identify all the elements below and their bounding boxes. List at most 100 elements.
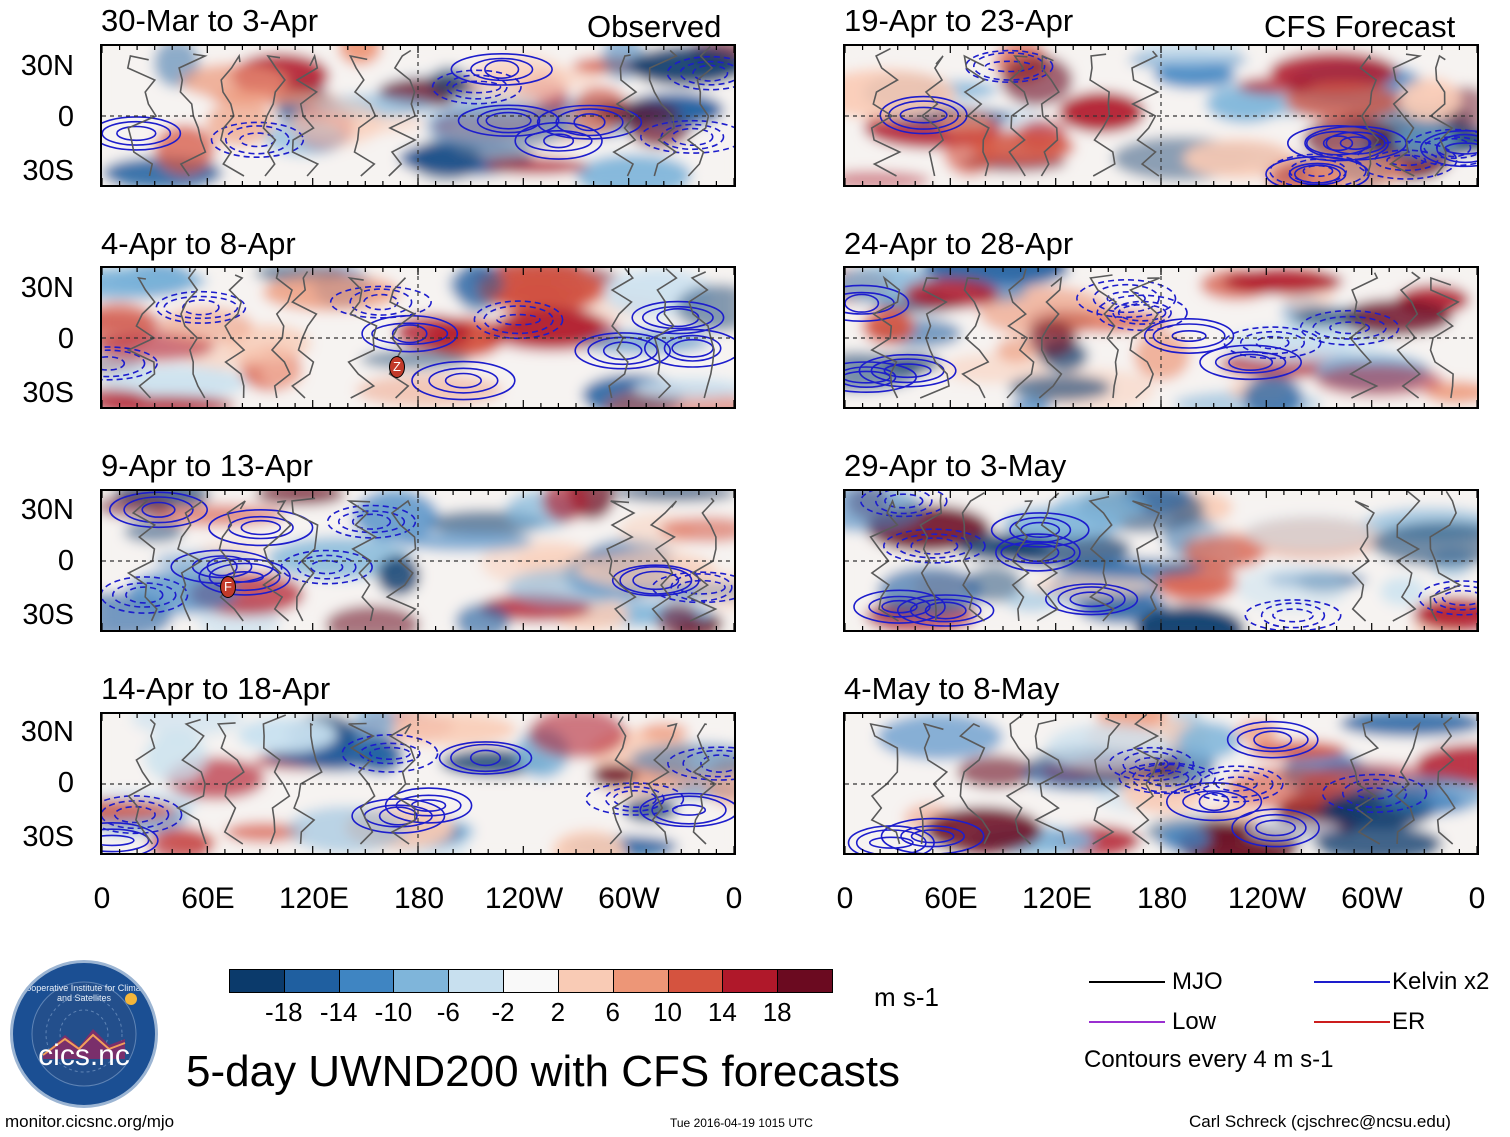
anomaly-blob <box>1235 564 1349 612</box>
anomaly-blob <box>1133 331 1190 381</box>
panel-title-4: 14-Apr to 18-Apr <box>101 671 331 706</box>
kelvin-contour <box>1325 131 1386 155</box>
colorbar-tick-label: -2 <box>491 997 515 1027</box>
panel-title-7: 29-Apr to 3-May <box>844 448 1067 483</box>
kelvin-contour <box>1386 154 1427 167</box>
anomaly-blob <box>381 714 517 746</box>
lat-label-30s: 30S <box>22 155 74 187</box>
kelvin-contour <box>1231 808 1320 848</box>
colorbar-box <box>722 969 779 993</box>
kelvin-contour <box>845 366 897 388</box>
kelvin-contour <box>1244 813 1307 842</box>
kelvin-contour <box>1269 153 1367 185</box>
colorbar-box <box>393 969 450 993</box>
kelvin-contour <box>868 836 914 849</box>
coastline <box>869 498 899 622</box>
kelvin-contour <box>995 533 1081 572</box>
panel-title-2: 4-Apr to 8-Apr <box>101 226 296 261</box>
kelvin-contour <box>102 834 135 847</box>
anomaly-blob <box>360 349 470 370</box>
coastline <box>1088 495 1115 622</box>
kelvin-contour <box>875 491 933 515</box>
lat-label-0: 0 <box>57 767 74 799</box>
coastline <box>1392 491 1421 622</box>
panel-title-3: 9-Apr to 13-Apr <box>101 448 313 483</box>
kelvin-contour <box>1133 756 1169 772</box>
coastline <box>612 54 638 177</box>
anomaly-blob <box>154 124 215 175</box>
colorbar-box <box>667 969 724 993</box>
kelvin-contour <box>483 305 554 335</box>
coastline <box>1351 500 1375 622</box>
lon-label: 120W <box>1227 882 1307 915</box>
coastline <box>291 53 320 177</box>
anomaly-blob <box>877 566 983 617</box>
coastline <box>1040 54 1060 177</box>
map-panel-7 <box>843 489 1479 632</box>
colorbar-tick-label: 6 <box>605 997 620 1027</box>
kelvin-contour <box>1305 130 1370 156</box>
coastline <box>291 497 319 622</box>
footer-url[interactable]: monitor.cicsnc.org/mjo <box>5 1112 175 1131</box>
anomaly-blob <box>862 307 915 345</box>
kelvin-contour <box>644 328 734 368</box>
kelvin-contour <box>924 601 967 620</box>
anomaly-blob <box>102 395 236 407</box>
lon-label: 0 <box>725 882 743 915</box>
coastline <box>1429 54 1454 177</box>
kelvin-contour <box>102 822 159 853</box>
coastline <box>870 47 902 177</box>
kelvin-contour <box>639 792 734 828</box>
kelvin-contour <box>198 558 291 596</box>
kelvin-contour <box>677 579 726 595</box>
lat-label-30n: 30N <box>20 716 74 748</box>
lon-label: 120E <box>278 882 350 915</box>
kelvin-contour <box>524 130 593 152</box>
kelvin-contour <box>450 743 521 773</box>
anomaly-blob <box>1222 268 1343 295</box>
kelvin-contour <box>476 107 541 134</box>
kelvin-contour <box>326 504 417 539</box>
kelvin-contour <box>296 554 357 580</box>
kelvin-contour <box>883 528 986 564</box>
kelvin-contour <box>1302 164 1334 178</box>
map-panel-1 <box>100 44 736 187</box>
anomaly-blob <box>1237 76 1314 95</box>
kelvin-contour <box>1356 787 1393 800</box>
kelvin-contour <box>853 589 946 624</box>
coastline <box>961 277 990 399</box>
coastline <box>1005 714 1032 845</box>
kelvin-contour <box>682 749 734 778</box>
anomaly-blob <box>1000 54 1073 106</box>
storm-marker: Z <box>389 356 405 378</box>
kelvin-contour <box>1239 330 1305 355</box>
anomaly-blob <box>1183 139 1296 179</box>
lat-label-0: 0 <box>57 101 74 133</box>
kelvin-contour <box>884 493 924 509</box>
kelvin-contour <box>1329 321 1371 335</box>
lon-label: 60W <box>1341 882 1403 915</box>
coastline <box>270 269 293 399</box>
map-panel-4 <box>100 712 736 855</box>
coastline <box>388 49 417 177</box>
coastline <box>606 500 637 622</box>
coastline <box>608 268 635 399</box>
kelvin-contour <box>642 305 714 330</box>
coastline <box>1038 276 1063 399</box>
storm-marker: F <box>220 576 236 598</box>
kelvin-contour <box>444 372 483 389</box>
kelvin-contour <box>1423 136 1477 160</box>
kelvin-contour <box>240 519 282 536</box>
lon-label: 120W <box>484 882 564 915</box>
kelvin-contour <box>1223 326 1322 360</box>
kelvin-contour <box>1272 608 1314 623</box>
kelvin-contour <box>640 119 734 154</box>
kelvin-contour <box>1118 762 1216 795</box>
footer-author: Carl Schreck (cjschrec@ncsu.edu) <box>1189 1112 1451 1131</box>
kelvin-contour <box>485 111 532 130</box>
coastline <box>1348 272 1379 399</box>
coastline <box>647 722 678 845</box>
anomaly-blob <box>1134 605 1245 630</box>
anomaly-blob <box>102 494 173 519</box>
lon-label: 60W <box>598 882 660 915</box>
